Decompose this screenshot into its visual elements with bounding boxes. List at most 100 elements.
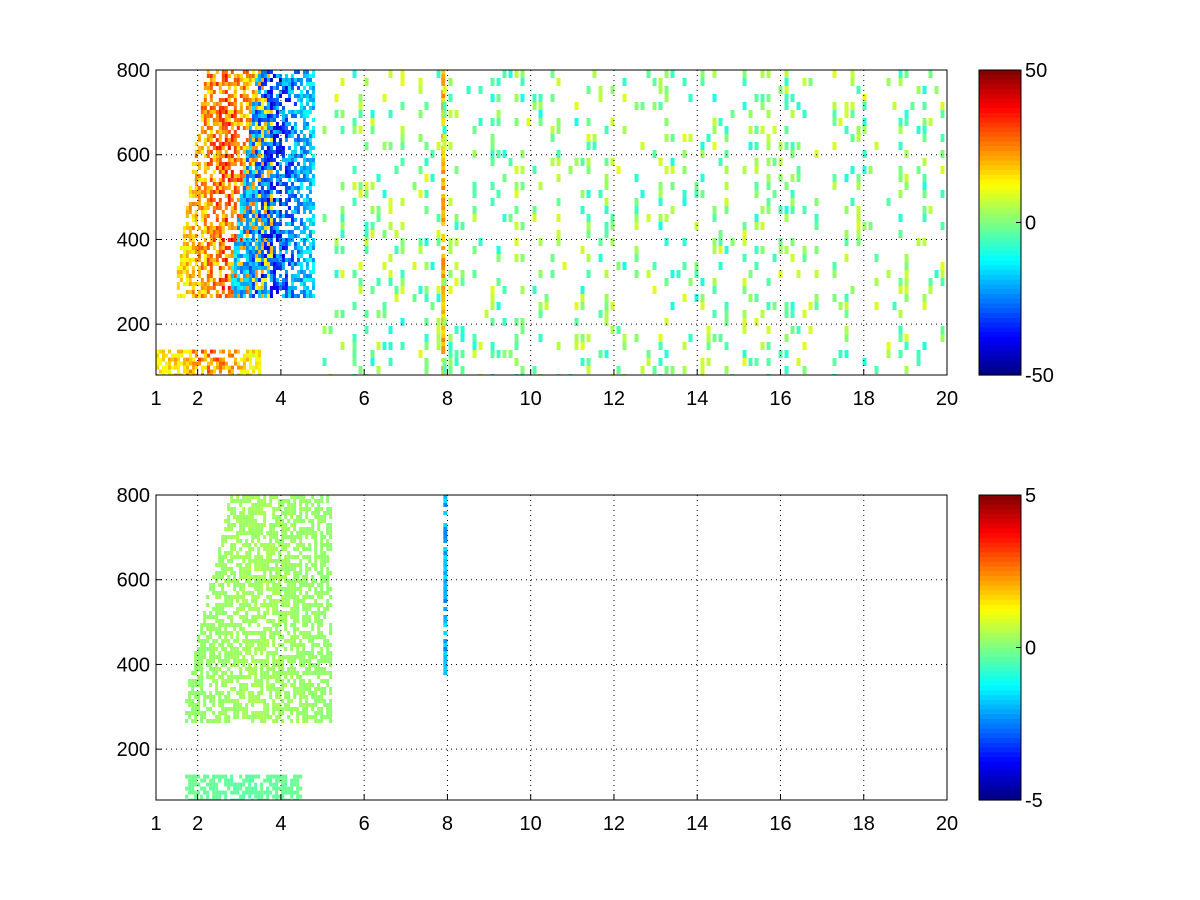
heatmap-cell <box>251 194 255 198</box>
heatmap-cell <box>224 274 228 278</box>
heatmap-cell <box>239 242 243 246</box>
heatmap-cell <box>251 246 255 250</box>
heatmap-cell <box>790 326 795 334</box>
heatmap-cell <box>212 242 216 246</box>
heatmap-cell <box>254 102 258 106</box>
heatmap-cell <box>287 78 291 82</box>
heatmap-cell <box>176 294 180 298</box>
heatmap-cell <box>245 98 249 102</box>
heatmap-cell <box>284 114 288 118</box>
heatmap-cell <box>448 342 453 350</box>
heatmap-cell <box>260 631 264 635</box>
heatmap-cell <box>212 246 216 250</box>
heatmap-cell <box>832 142 837 150</box>
heatmap-cell <box>260 178 264 182</box>
heatmap-cell <box>323 671 327 675</box>
heatmap-cell <box>236 242 240 246</box>
heatmap-cell <box>236 519 240 523</box>
heatmap-cell <box>263 278 267 282</box>
heatmap-cell <box>766 134 771 142</box>
heatmap-cell <box>254 667 258 671</box>
colorbar-segment <box>979 122 1021 128</box>
heatmap-cell <box>278 675 282 679</box>
heatmap-cell <box>248 551 252 555</box>
heatmap-cell <box>275 110 279 114</box>
heatmap-cell <box>204 357 207 362</box>
heatmap-cell <box>219 349 222 354</box>
heatmap-cell <box>206 707 210 711</box>
heatmap-cell <box>284 246 288 250</box>
heatmap-cell <box>222 361 225 366</box>
heatmap-cell <box>236 278 240 282</box>
heatmap-cell <box>305 166 309 170</box>
colorbar-segment <box>979 633 1021 639</box>
heatmap-cell <box>269 603 273 607</box>
heatmap-cell <box>323 703 327 707</box>
heatmap-cell <box>182 242 186 246</box>
heatmap-cell <box>352 358 357 366</box>
heatmap-cell <box>844 326 849 334</box>
heatmap-cell <box>203 170 207 174</box>
heatmap-cell <box>209 778 213 783</box>
colorbar-segment <box>979 98 1021 104</box>
heatmap-cell <box>290 531 294 535</box>
heatmap-cell <box>299 254 303 258</box>
heatmap-cell <box>203 98 207 102</box>
heatmap-cell <box>266 114 270 118</box>
heatmap-cell <box>233 106 237 110</box>
heatmap-cell <box>239 786 243 791</box>
colorbar-tick-label: -5 <box>1025 790 1043 812</box>
heatmap-cell <box>218 146 222 150</box>
heatmap-cell <box>814 222 819 230</box>
heatmap-cell <box>290 186 294 190</box>
heatmap-cell <box>242 707 246 711</box>
heatmap-cell <box>221 278 225 282</box>
heatmap-cell <box>224 254 228 258</box>
heatmap-cell <box>326 607 330 611</box>
heatmap-cell <box>299 230 303 234</box>
heatmap-cell <box>218 234 222 238</box>
heatmap-cell <box>441 258 446 262</box>
heatmap-cell <box>248 158 252 162</box>
heatmap-cell <box>287 290 291 294</box>
heatmap-cell <box>209 615 213 619</box>
heatmap-cell <box>263 615 267 619</box>
heatmap-cell <box>538 118 543 126</box>
heatmap-cell <box>622 334 627 342</box>
heatmap-cell <box>922 206 927 214</box>
heatmap-cell <box>326 707 330 711</box>
heatmap-cell <box>778 174 783 182</box>
heatmap-cell <box>257 575 261 579</box>
heatmap-cell <box>784 302 789 310</box>
heatmap-cell <box>257 659 261 663</box>
heatmap-cell <box>712 246 717 254</box>
heatmap-cell <box>910 102 915 110</box>
heatmap-cell <box>239 178 243 182</box>
heatmap-cell <box>224 118 228 122</box>
heatmap-cell <box>293 82 297 86</box>
heatmap-cell <box>203 651 207 655</box>
heatmap-cell <box>844 350 849 358</box>
heatmap-cell <box>586 190 591 198</box>
heatmap-cell <box>260 507 264 511</box>
heatmap-cell <box>254 162 258 166</box>
heatmap-cell <box>197 703 201 707</box>
heatmap-cell <box>287 503 291 507</box>
heatmap-cell <box>290 579 294 583</box>
heatmap-cell <box>245 258 249 262</box>
heatmap-cell <box>206 258 210 262</box>
heatmap-cell <box>670 182 675 190</box>
heatmap-cell <box>308 198 312 202</box>
heatmap-cell <box>293 679 297 683</box>
heatmap-cell <box>305 194 309 198</box>
heatmap-cell <box>215 667 219 671</box>
heatmap-cell <box>308 659 312 663</box>
heatmap-cell <box>305 635 309 639</box>
colorbar-segment <box>979 604 1021 610</box>
heatmap-cell <box>215 798 219 800</box>
heatmap-cell <box>278 691 282 695</box>
heatmap-cell <box>598 310 603 318</box>
heatmap-cell <box>257 623 261 627</box>
heatmap-cell <box>242 202 246 206</box>
heatmap-cell <box>260 794 264 799</box>
